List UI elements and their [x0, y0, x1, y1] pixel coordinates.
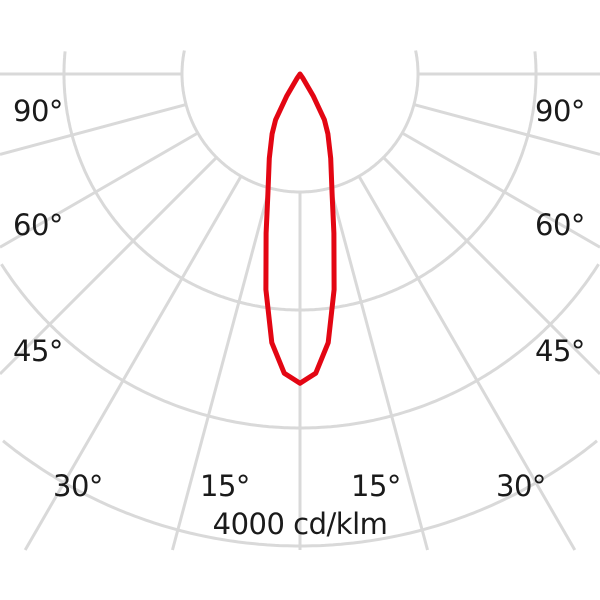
angle-label-left-60: 60°: [13, 208, 63, 242]
angle-label-right-15: 15°: [351, 469, 401, 503]
angle-label-right-45: 45°: [535, 334, 585, 368]
grid-radial-line: [329, 187, 429, 551]
grid-radial-line: [171, 187, 271, 551]
intensity-curve: [263, 71, 337, 386]
grid-ring: [300, 51, 538, 312]
grid-ring: [62, 51, 300, 312]
grid-radial-line: [0, 103, 187, 156]
scale-unit-label: 4000 cd/klm: [212, 507, 388, 541]
grid: [0, 50, 600, 551]
angle-label-right-30: 30°: [496, 469, 546, 503]
grid-ring: [300, 50, 420, 194]
grid-ring: [300, 263, 600, 430]
grid-radial-line: [382, 156, 600, 376]
grid-radial-line: [0, 131, 199, 249]
grid-ring: [0, 263, 300, 430]
angle-label-left-90: 90°: [13, 94, 63, 128]
grid-radial-line: [401, 131, 600, 249]
angle-label-left-30: 30°: [53, 469, 103, 503]
angle-label-left-15: 15°: [200, 469, 250, 503]
grid-radial-line: [0, 156, 218, 376]
grid-ring: [2, 439, 300, 548]
grid-ring: [300, 439, 598, 548]
angle-label-left-45: 45°: [13, 334, 63, 368]
angle-label-right-90: 90°: [535, 94, 585, 128]
grid-ring: [180, 50, 300, 194]
grid-radial-line: [413, 103, 600, 156]
grid-radial-line: [357, 175, 577, 551]
grid-radial-line: [23, 175, 243, 551]
angle-label-right-60: 60°: [535, 208, 585, 242]
